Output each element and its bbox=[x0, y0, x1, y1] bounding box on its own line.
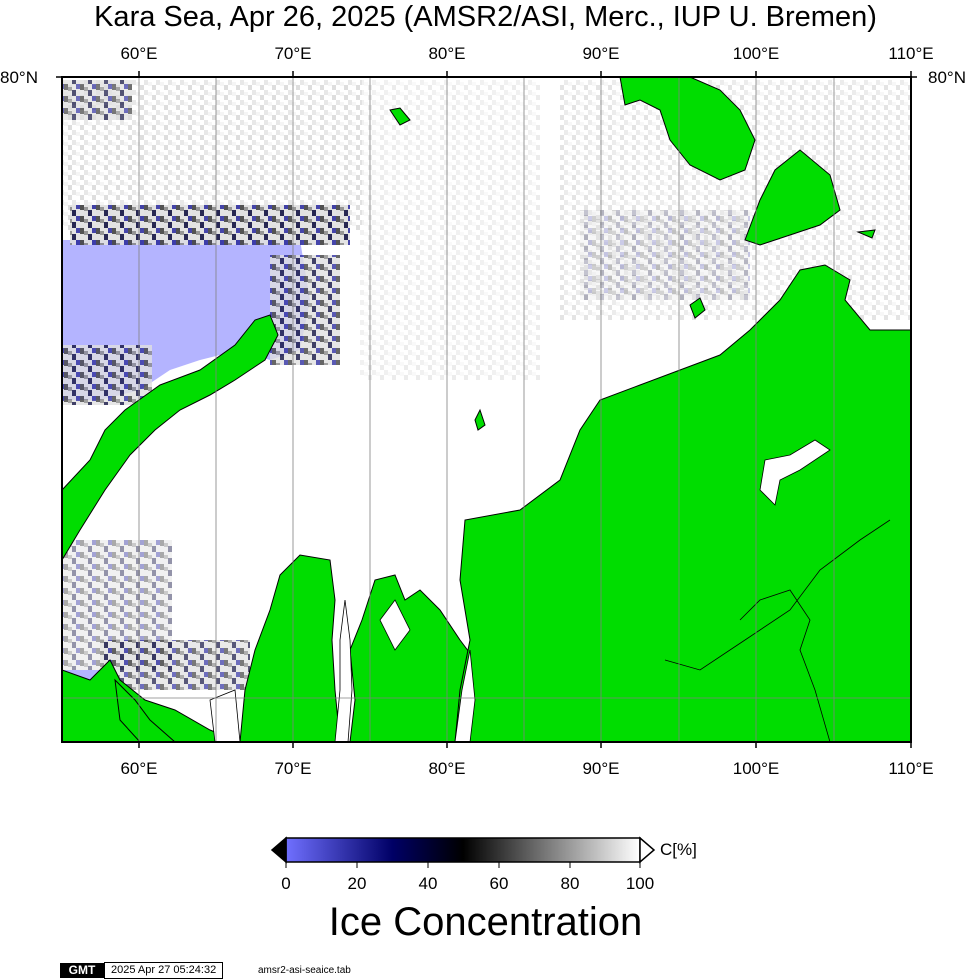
ice-edge-band-west bbox=[62, 345, 152, 405]
colorbar-tick-60: 60 bbox=[489, 874, 509, 893]
small-island-3 bbox=[474, 408, 486, 431]
gydan-bay bbox=[379, 599, 411, 651]
lon-label-top-100: 100°E bbox=[732, 44, 780, 63]
small-island-4 bbox=[856, 229, 876, 239]
ice-edge-band-southwest bbox=[100, 640, 250, 690]
lon-label-bottom-100: 100°E bbox=[732, 759, 780, 778]
lon-label-top-70: 70°E bbox=[274, 44, 312, 63]
colorbar bbox=[285, 837, 641, 863]
lon-label-top-90: 90°E bbox=[582, 44, 620, 63]
ice-edge-band-severnaya bbox=[580, 210, 750, 300]
yamal-peninsula bbox=[239, 554, 341, 742]
colorbar-underflow-triangle bbox=[270, 836, 287, 864]
lat-label-right-80: 80°N bbox=[928, 68, 966, 87]
map-frame bbox=[61, 76, 912, 743]
lon-label-bottom-70: 70°E bbox=[274, 759, 312, 778]
taimyr-lake bbox=[759, 439, 831, 506]
novaya-zemlya bbox=[62, 314, 279, 561]
yugorsky-peninsula bbox=[114, 678, 176, 742]
lon-label-bottom-90: 90°E bbox=[582, 759, 620, 778]
severnaya-zemlya-north bbox=[619, 77, 756, 181]
colorbar-tick-80: 80 bbox=[560, 874, 580, 893]
baydaratskaya-bay bbox=[209, 689, 241, 742]
ice-edge-band-northwest bbox=[62, 80, 132, 120]
colorbar-overflow-triangle bbox=[639, 836, 656, 864]
admin-boundary-1 bbox=[664, 519, 891, 671]
ice-edge-band-north bbox=[70, 205, 350, 245]
ob-gulf bbox=[334, 599, 353, 742]
lon-label-bottom-110: 110°E bbox=[888, 759, 934, 778]
taymyr-peninsula bbox=[454, 264, 911, 742]
colorbar-unit: C[%] bbox=[660, 840, 697, 859]
lon-label-top-110: 110°E bbox=[888, 44, 934, 63]
small-island-1 bbox=[689, 297, 706, 319]
lon-label-top-60: 60°E bbox=[120, 44, 158, 63]
map-title: Kara Sea, Apr 26, 2025 (AMSR2/ASI, Merc.… bbox=[94, 1, 877, 33]
yenisei-gulf bbox=[454, 649, 476, 742]
colorbar-tick-0: 0 bbox=[281, 874, 291, 893]
colorbar-tick-20: 20 bbox=[347, 874, 367, 893]
source-filename: amsr2-asi-seaice.tab bbox=[258, 965, 351, 976]
timestamp: 2025 Apr 27 05:24:32 bbox=[104, 962, 224, 979]
lon-label-bottom-80: 80°E bbox=[428, 759, 466, 778]
small-island-2 bbox=[389, 107, 411, 126]
colorbar-tick-100: 100 bbox=[625, 874, 655, 893]
lon-label-top-80: 80°E bbox=[428, 44, 466, 63]
colorbar-tick-40: 40 bbox=[418, 874, 438, 893]
ice-edge-band-east bbox=[270, 255, 340, 365]
admin-boundary-2 bbox=[739, 589, 831, 742]
gmt-logo: GMT bbox=[60, 963, 104, 978]
severnaya-zemlya-south bbox=[744, 149, 841, 246]
lat-label-left-80: 80°N bbox=[0, 68, 38, 87]
lon-label-bottom-60: 60°E bbox=[120, 759, 158, 778]
colorbar-title: Ice Concentration bbox=[328, 900, 643, 944]
ice-texture-central bbox=[360, 80, 540, 380]
vaygach-coast bbox=[62, 659, 241, 742]
